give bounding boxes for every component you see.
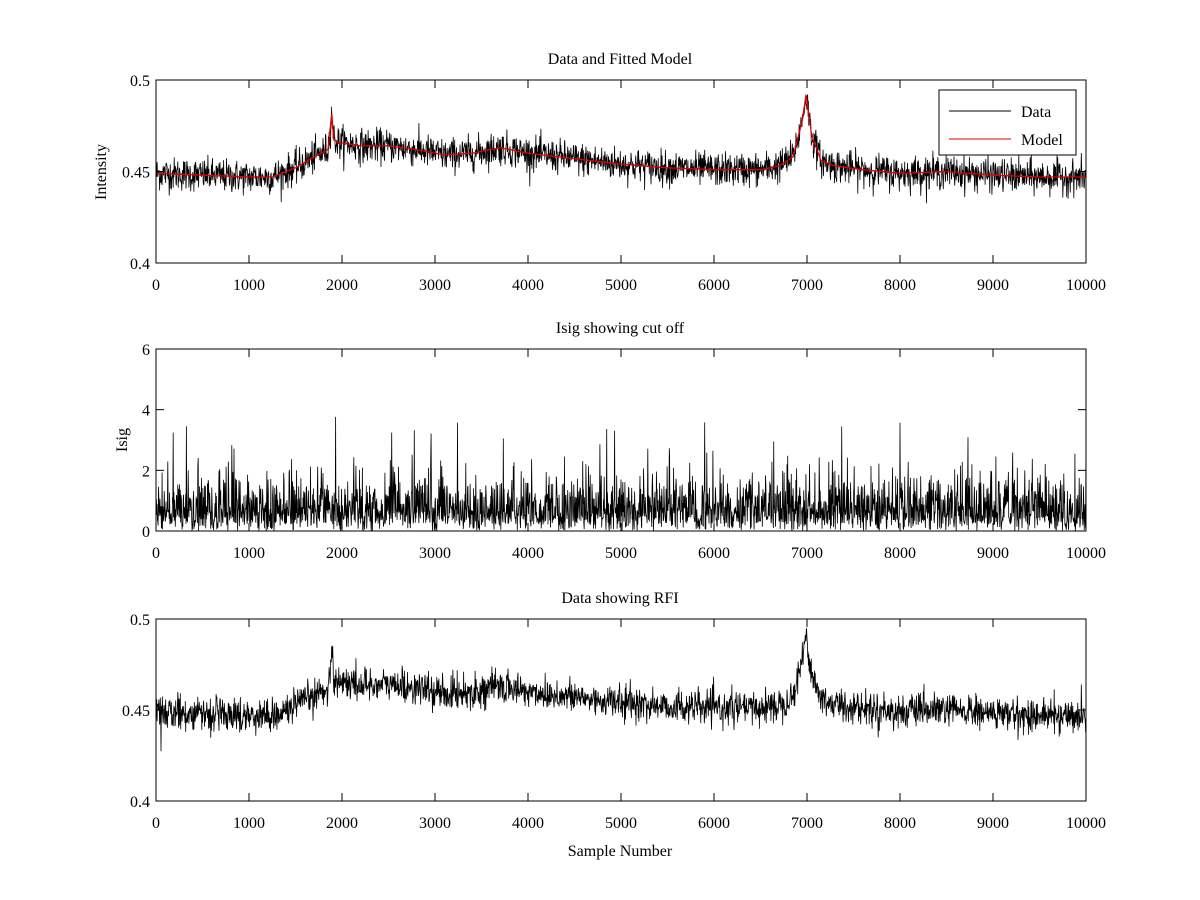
panel-3-title: Data showing RFI [561,590,678,607]
x-tick-label: 2000 [326,815,358,832]
x-tick-label: 10000 [1066,545,1106,562]
series-line-data [156,627,1086,752]
y-tick-label: 0.4 [130,794,150,811]
x-tick-label: 9000 [977,277,1009,294]
panel-1-plot [156,93,1086,204]
x-tick-label: 10000 [1066,815,1106,832]
x-tick-label: 6000 [698,277,730,294]
series-line-model [156,93,1086,178]
x-tick-label: 2000 [326,545,358,562]
y-tick-label: 6 [142,342,150,359]
x-tick-label: 4000 [512,277,544,294]
x-tick-label: 6000 [698,545,730,562]
x-tick-label: 3000 [419,545,451,562]
x-tick-label: 2000 [326,277,358,294]
x-tick-label: 10000 [1066,277,1106,294]
x-tick-label: 0 [152,815,160,832]
legend-model-label: Model [1021,132,1063,149]
x-tick-label: 5000 [605,277,637,294]
panel-2-ylabel: Isig [114,428,131,452]
x-tick-label: 0 [152,545,160,562]
panel-data-and-model: Data and Fitted Model 0 1000 2000 3000 4000 5… [93,51,1106,294]
panel-3-ticks: 0 1000 2000 3000 4000 5000 6000 7000 8000 9000 100… [122,612,1106,832]
y-tick-label: 0.5 [130,73,150,90]
series-line-data [156,94,1086,204]
panel-1-ticks: 0 1000 2000 3000 4000 5000 6000 7000 8000 9000 100… [122,73,1106,294]
x-tick-label: 4000 [512,545,544,562]
x-tick-label: 8000 [884,545,916,562]
panel-1-ylabel: Intensity [93,144,110,200]
legend-box [938,89,1077,156]
x-tick-label: 8000 [884,815,916,832]
x-tick-label: 9000 [977,815,1009,832]
legend: Data Model [938,89,1077,156]
y-tick-label: 0 [142,524,150,541]
x-tick-label: 0 [152,277,160,294]
x-tick-label: 5000 [605,815,637,832]
x-tick-label: 5000 [605,545,637,562]
series-line-isig [156,416,1086,531]
y-tick-label: 0.5 [130,612,150,629]
panel-3-xlabel: Sample Number [568,843,673,860]
panel-rfi: Data showing RFI 0 1000 2000 3000 4000 5000 60… [122,590,1106,860]
x-tick-label: 1000 [233,277,265,294]
x-tick-label: 3000 [419,277,451,294]
x-tick-label: 8000 [884,277,916,294]
x-tick-label: 1000 [233,545,265,562]
panel-2-title: Isig showing cut off [556,320,685,337]
y-tick-label: 0.45 [122,165,150,182]
x-tick-label: 9000 [977,545,1009,562]
x-tick-label: 6000 [698,815,730,832]
legend-data-label: Data [1021,104,1051,121]
x-tick-label: 7000 [791,277,823,294]
x-tick-label: 1000 [233,815,265,832]
x-tick-label: 4000 [512,815,544,832]
y-tick-label: 0.4 [130,256,150,273]
panel-2-plot [156,416,1086,531]
y-tick-label: 4 [142,403,150,420]
x-tick-label: 7000 [791,545,823,562]
panel-3-plot [156,627,1086,752]
panel-1-title: Data and Fitted Model [548,51,693,68]
x-tick-label: 7000 [791,815,823,832]
y-tick-label: 2 [142,463,150,480]
panel-isig: Isig showing cut off 0 1000 2000 3000 4000 50… [114,320,1106,562]
y-tick-label: 0.45 [122,703,150,720]
panel-2-ticks: 0 1000 2000 3000 4000 5000 6000 7000 8000 9000 100… [142,342,1106,562]
x-tick-label: 3000 [419,815,451,832]
